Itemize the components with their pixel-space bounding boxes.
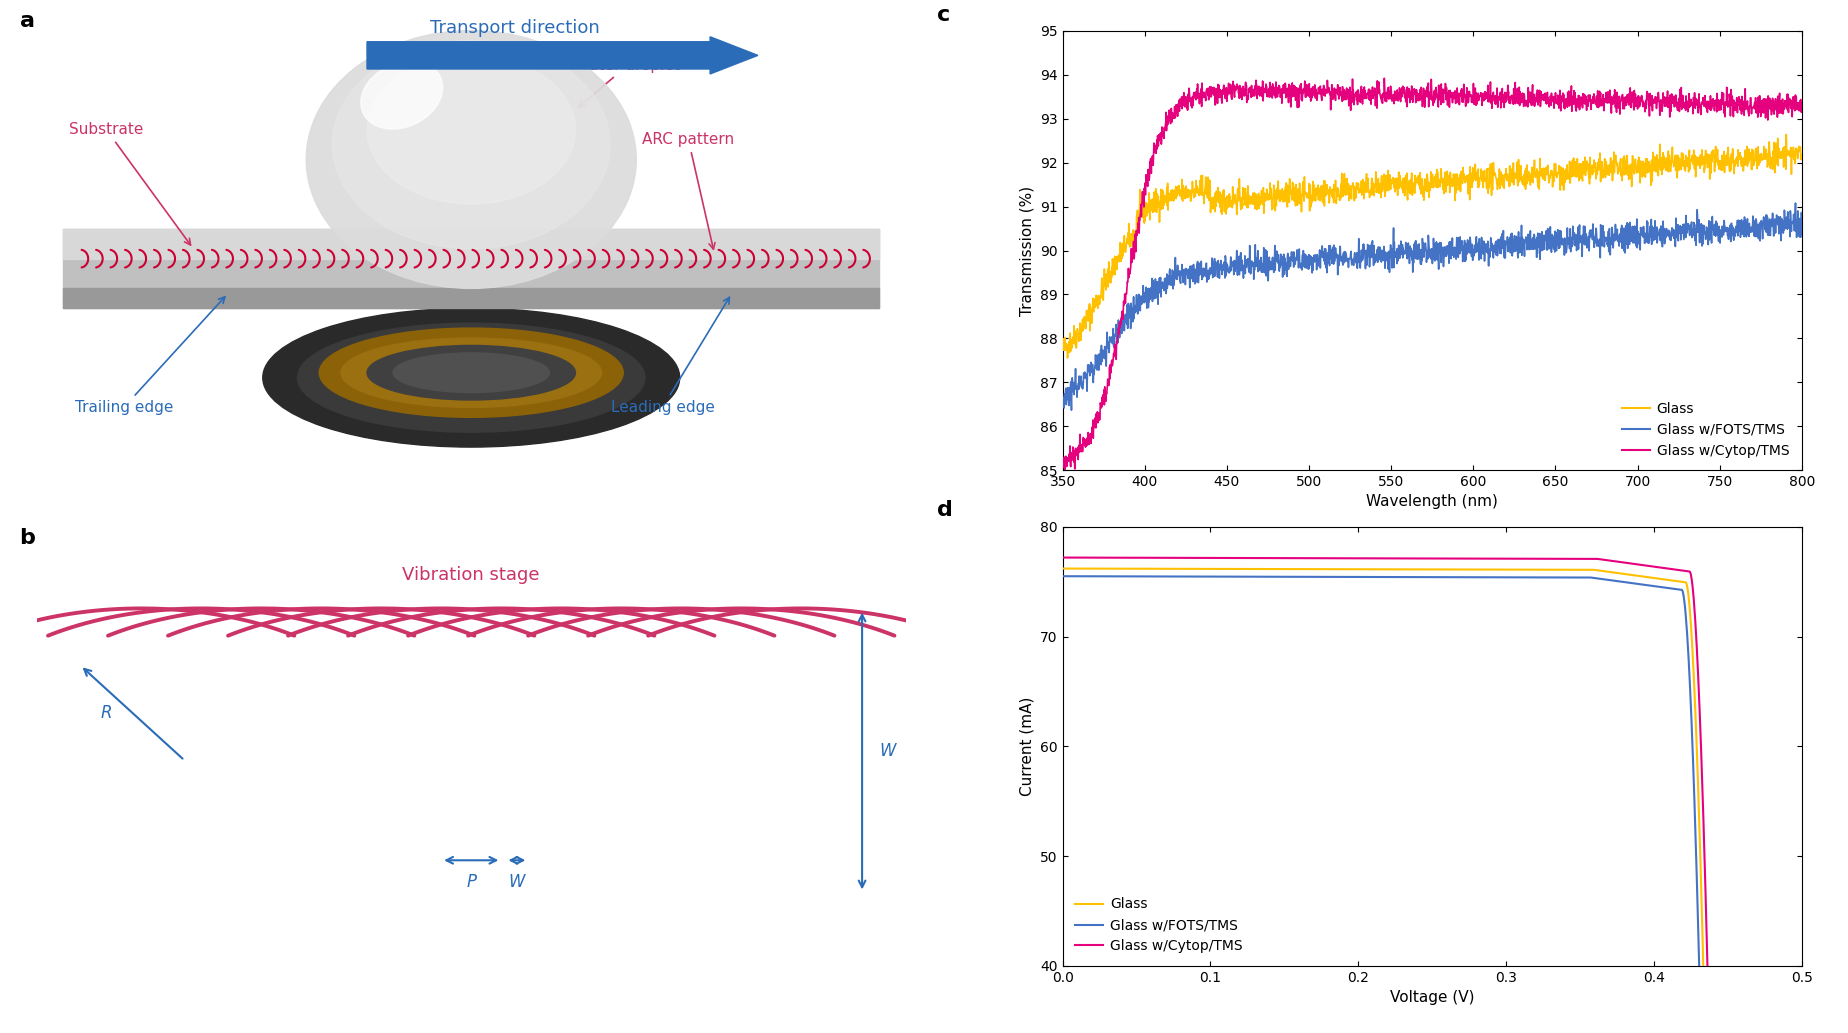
Polygon shape (63, 229, 880, 308)
Text: c: c (937, 4, 950, 25)
Polygon shape (63, 288, 880, 308)
Ellipse shape (340, 338, 601, 407)
Ellipse shape (333, 40, 610, 249)
Ellipse shape (307, 31, 636, 288)
FancyArrow shape (368, 37, 758, 74)
Text: Leading edge: Leading edge (610, 298, 730, 415)
Text: W: W (508, 873, 525, 890)
Text: a: a (20, 10, 35, 31)
X-axis label: Wavelength (nm): Wavelength (nm) (1366, 495, 1499, 509)
Legend: Glass, Glass w/FOTS/TMS, Glass w/Cytop/TMS: Glass, Glass w/FOTS/TMS, Glass w/Cytop/T… (1617, 396, 1794, 463)
Text: Substrate: Substrate (68, 122, 190, 245)
Y-axis label: Current (mA): Current (mA) (1020, 696, 1035, 796)
Ellipse shape (368, 56, 575, 205)
Text: d: d (937, 500, 954, 521)
Ellipse shape (368, 345, 575, 400)
Ellipse shape (320, 328, 623, 417)
Y-axis label: Transmission (%): Transmission (%) (1020, 186, 1035, 315)
Ellipse shape (360, 61, 444, 129)
Text: ARC pattern: ARC pattern (643, 132, 734, 249)
Text: b: b (20, 528, 35, 547)
Text: Water droplet: Water droplet (575, 58, 680, 106)
Legend: Glass, Glass w/FOTS/TMS, Glass w/Cytop/TMS: Glass, Glass w/FOTS/TMS, Glass w/Cytop/T… (1070, 891, 1247, 959)
Text: Trailing edge: Trailing edge (74, 296, 225, 415)
Text: P: P (466, 873, 477, 890)
Text: R: R (100, 703, 113, 722)
X-axis label: Voltage (V): Voltage (V) (1390, 991, 1475, 1005)
Ellipse shape (298, 323, 645, 432)
Polygon shape (63, 229, 880, 258)
Text: Vibration stage: Vibration stage (403, 566, 540, 585)
Text: Transport direction: Transport direction (431, 19, 599, 37)
Ellipse shape (394, 353, 549, 393)
Text: W: W (880, 742, 896, 760)
Ellipse shape (262, 308, 680, 447)
